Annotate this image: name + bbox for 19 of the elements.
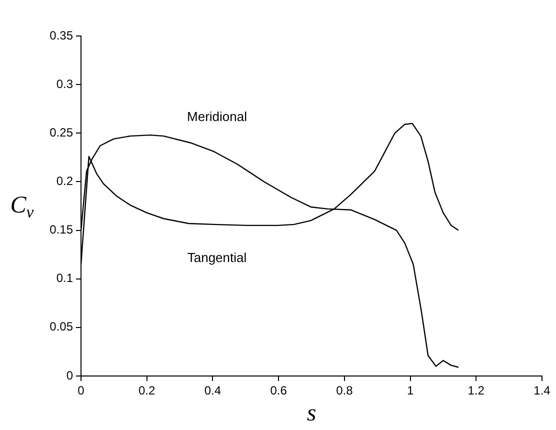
y-tick-label: 0.1: [56, 271, 74, 286]
y-tick-label: 0.05: [50, 320, 74, 334]
y-tick-label: 0.15: [50, 222, 74, 237]
x-tick-label: 0.6: [270, 384, 288, 398]
y-tick-label: 0.25: [50, 125, 74, 140]
x-axis-title: s: [306, 400, 316, 426]
series-label: Meridional: [187, 109, 248, 124]
x-tick-label: 0: [78, 384, 85, 398]
y-tick-label: 0: [66, 368, 74, 382]
y-tick-label: 0.35: [50, 28, 74, 42]
x-tick-label: 0.8: [336, 384, 354, 398]
x-tick-label: 0.2: [138, 384, 156, 398]
series-label: Tangential: [187, 250, 247, 266]
x-tick-label: 0.4: [204, 384, 222, 398]
y-tick-label: 0.3: [56, 76, 74, 91]
x-tick-label: 1.2: [468, 384, 485, 398]
x-tick-label: 1.4: [534, 384, 551, 398]
x-tick-label: 1: [406, 384, 414, 398]
y-tick-label: 0.2: [56, 174, 74, 188]
